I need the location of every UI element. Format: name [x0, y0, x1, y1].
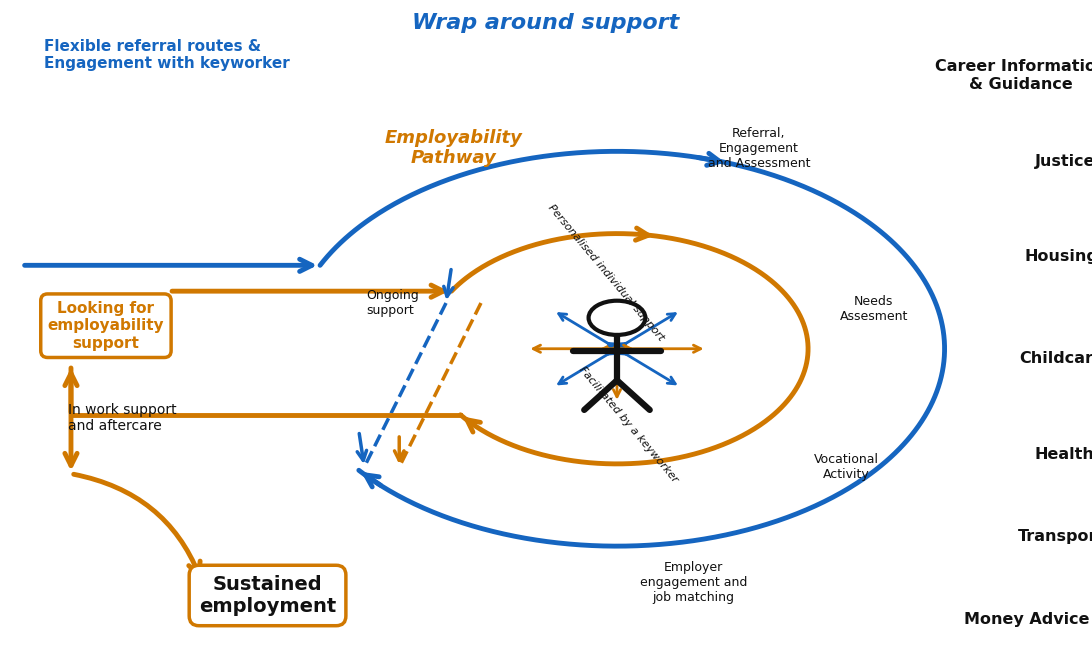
Text: Transport: Transport: [1018, 529, 1092, 544]
Text: Justice: Justice: [1034, 154, 1092, 168]
Text: Facilitated by a keyworker: Facilitated by a keyworker: [577, 365, 679, 484]
Text: Wrap around support: Wrap around support: [413, 13, 679, 33]
Text: Needs
Assesment: Needs Assesment: [840, 295, 907, 323]
Text: Money Advice: Money Advice: [964, 613, 1089, 627]
Text: Career Information
& Guidance: Career Information & Guidance: [935, 59, 1092, 92]
Text: Referral,
Engagement
and Assessment: Referral, Engagement and Assessment: [708, 126, 810, 170]
Text: Personalised individual support: Personalised individual support: [546, 203, 666, 343]
Text: Sustained
employment: Sustained employment: [199, 575, 336, 616]
Text: In work support
and aftercare: In work support and aftercare: [68, 403, 176, 433]
Text: Employer
engagement and
job matching: Employer engagement and job matching: [640, 561, 747, 604]
Circle shape: [589, 301, 645, 335]
Text: Flexible referral routes &
Engagement with keyworker: Flexible referral routes & Engagement wi…: [44, 39, 289, 72]
Text: Looking for
employability
support: Looking for employability support: [48, 301, 164, 351]
Text: Ongoing
support: Ongoing support: [366, 289, 418, 316]
Text: Childcare: Childcare: [1019, 351, 1092, 366]
Text: Health: Health: [1035, 447, 1092, 461]
Text: Vocational
Activity: Vocational Activity: [814, 453, 879, 481]
Text: Housing: Housing: [1024, 249, 1092, 264]
Text: Employability
Pathway: Employability Pathway: [384, 129, 522, 167]
